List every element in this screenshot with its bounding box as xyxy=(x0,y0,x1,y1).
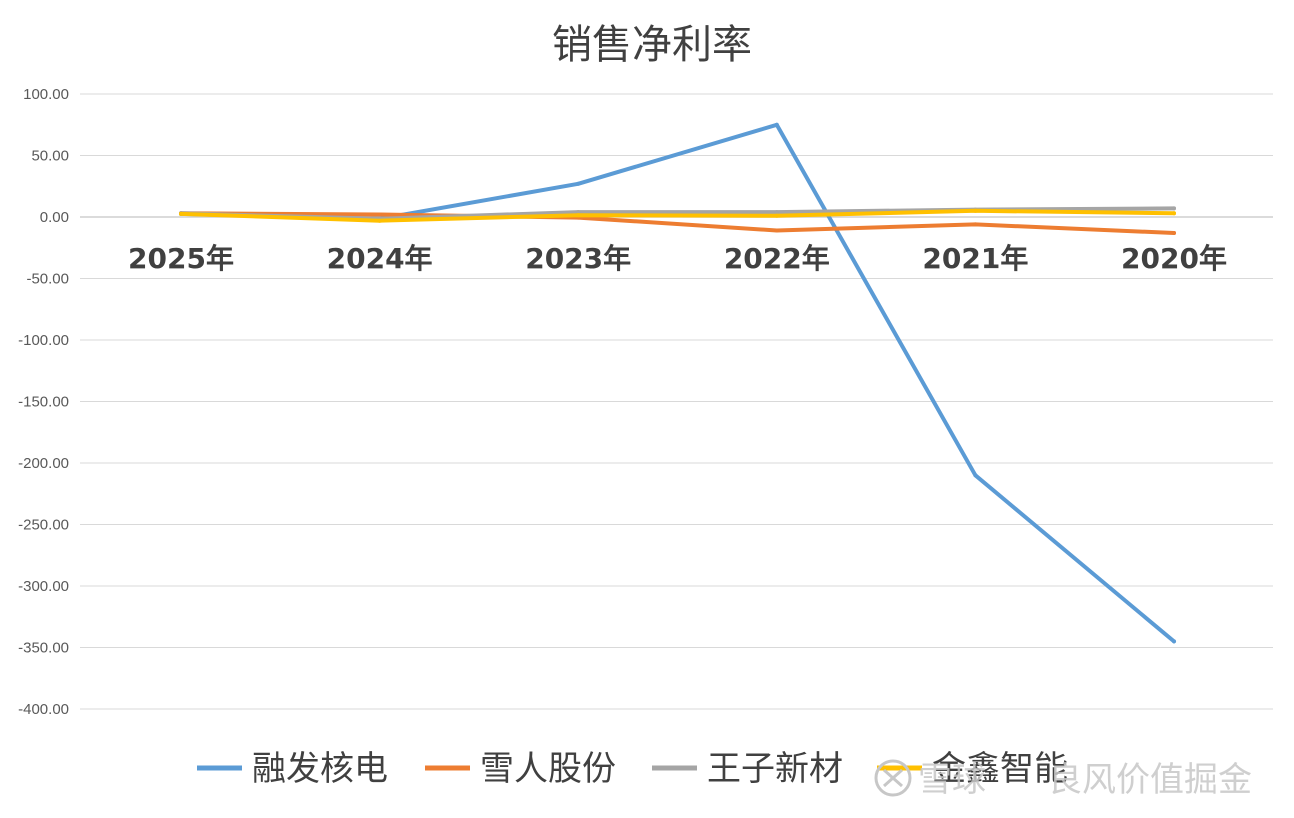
data-point xyxy=(576,213,581,218)
series-line xyxy=(179,122,1176,644)
x-tick-label: 2024年 xyxy=(327,242,433,275)
x-tick-label: 2021年 xyxy=(922,242,1028,275)
data-point xyxy=(973,222,978,227)
y-tick-label: -200.00 xyxy=(18,455,69,472)
data-point xyxy=(1172,206,1176,211)
data-point xyxy=(973,473,978,478)
series-line xyxy=(179,208,1176,223)
gridlines xyxy=(80,93,1273,710)
data-point xyxy=(576,210,581,215)
legend-label: 王子新材 xyxy=(707,749,843,789)
data-point xyxy=(377,218,382,223)
data-point xyxy=(774,228,779,233)
y-tick-label: -150.00 xyxy=(18,394,69,411)
data-point xyxy=(973,208,978,213)
series-line xyxy=(179,211,1176,235)
data-point xyxy=(1172,211,1176,216)
data-point xyxy=(774,213,779,218)
x-axis-ticks: 2025年 2024年 2023年 2022年 2021年 2020年 xyxy=(128,242,1227,275)
y-axis-ticks: 100.00 50.00 0.00 -50.00 -100.00 -150.00 -200.… xyxy=(18,86,69,718)
x-tick-label: 2023年 xyxy=(525,242,631,275)
y-tick-label: -100.00 xyxy=(18,332,69,349)
data-point xyxy=(1172,230,1176,235)
data-point xyxy=(774,210,779,215)
watermark-brand: 雪球 xyxy=(918,760,986,800)
y-tick-label: -400.00 xyxy=(18,701,69,718)
data-point xyxy=(774,122,779,127)
watermark-author: 良风价值掘金 xyxy=(1048,760,1252,800)
watermark: 雪球 良风价值掘金 xyxy=(874,759,1252,800)
y-tick-label: 100.00 xyxy=(23,86,69,103)
x-tick-label: 2020年 xyxy=(1121,242,1227,275)
chart-title: 销售净利率 xyxy=(552,22,752,68)
xueqiu-logo-icon xyxy=(874,759,912,797)
data-point xyxy=(1172,639,1176,644)
series-lines xyxy=(179,122,1176,644)
legend-label: 雪人股份 xyxy=(480,749,616,789)
x-tick-label: 2022年 xyxy=(724,242,830,275)
y-tick-label: -300.00 xyxy=(18,578,69,595)
legend-label: 融发核电 xyxy=(252,749,388,789)
y-tick-label: 50.00 xyxy=(31,148,69,165)
y-tick-label: -50.00 xyxy=(26,271,69,288)
y-tick-label: -250.00 xyxy=(18,517,69,534)
data-point xyxy=(377,212,382,217)
legend: 融发核电 雪人股份 王子新材 金鑫智能 xyxy=(197,749,1068,789)
x-tick-label: 2025年 xyxy=(128,242,234,275)
data-point xyxy=(179,211,183,216)
data-point xyxy=(576,181,581,186)
legend-label: 金鑫智能 xyxy=(932,749,1068,789)
y-tick-label: 0.00 xyxy=(40,209,69,226)
y-tick-label: -350.00 xyxy=(18,640,69,657)
